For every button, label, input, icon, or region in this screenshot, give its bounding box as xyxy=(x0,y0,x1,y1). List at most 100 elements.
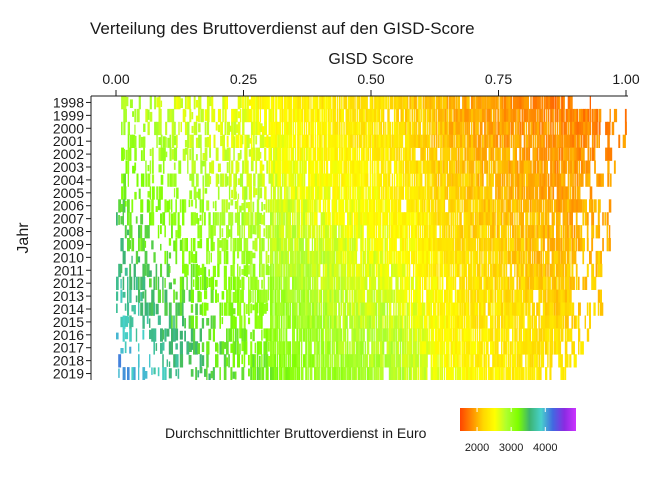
heatmap-cell xyxy=(529,354,532,368)
heatmap-cell xyxy=(195,367,198,380)
heatmap-cell xyxy=(459,186,463,200)
heatmap-cell xyxy=(373,341,376,355)
heatmap-cell xyxy=(215,147,219,161)
heatmap-cell xyxy=(496,367,500,380)
heatmap-cell xyxy=(380,302,383,316)
heatmap-cell xyxy=(296,289,299,303)
heatmap-cell xyxy=(419,212,422,226)
heatmap-cell xyxy=(259,367,261,380)
heatmap-cell xyxy=(530,160,532,174)
heatmap-cell xyxy=(529,289,533,303)
heatmap-cell xyxy=(208,250,210,265)
heatmap-cell xyxy=(239,238,242,252)
heatmap-cell xyxy=(330,147,334,161)
heatmap-cell xyxy=(572,121,576,136)
heatmap-cell xyxy=(470,134,474,148)
heatmap-cell xyxy=(356,96,360,110)
heatmap-cell xyxy=(580,121,584,136)
heatmap-cell xyxy=(288,160,291,174)
heatmap-cell xyxy=(430,315,434,329)
heatmap-cell xyxy=(347,302,350,316)
heatmap-cell xyxy=(470,238,474,252)
heatmap-cell xyxy=(413,225,417,239)
heatmap-cell xyxy=(517,108,520,123)
heatmap-cell xyxy=(331,354,334,368)
heatmap-cell xyxy=(498,315,501,329)
heatmap-cell xyxy=(512,276,515,290)
heatmap-cell xyxy=(430,341,434,355)
heatmap-cell xyxy=(331,341,334,355)
heatmap-cell xyxy=(292,315,295,329)
heatmap-cell xyxy=(325,289,329,303)
heatmap-cell xyxy=(404,225,408,239)
heatmap-cell xyxy=(382,212,386,226)
heatmap-cell xyxy=(408,328,412,342)
heatmap-cell xyxy=(166,359,168,367)
heatmap-cell xyxy=(325,263,328,278)
heatmap-cell xyxy=(199,304,203,315)
heatmap-cell xyxy=(343,121,345,136)
heatmap-cell xyxy=(380,173,383,187)
heatmap-cell xyxy=(223,367,227,380)
heatmap-cell xyxy=(340,302,342,316)
heatmap-cell xyxy=(285,289,288,303)
heatmap-cell xyxy=(594,160,596,174)
heatmap-cell xyxy=(413,134,417,148)
heatmap-cell xyxy=(351,263,354,278)
heatmap-cell xyxy=(230,276,232,290)
y-tick-label: 2017 xyxy=(53,340,84,356)
heatmap-cell xyxy=(470,199,472,213)
heatmap-cell xyxy=(396,108,399,123)
heatmap-cell xyxy=(558,225,560,239)
heatmap-cell xyxy=(481,147,485,161)
heatmap-cell xyxy=(362,225,364,239)
heatmap-cell xyxy=(476,212,479,226)
heatmap-cell xyxy=(279,160,282,174)
heatmap-cell xyxy=(573,276,575,290)
heatmap-cell xyxy=(391,96,394,110)
heatmap-cell xyxy=(281,173,284,187)
heatmap-cell xyxy=(333,250,336,265)
heatmap-cell xyxy=(441,199,445,213)
heatmap-cell xyxy=(450,354,452,368)
heatmap-cell xyxy=(446,328,449,342)
heatmap-cell xyxy=(191,125,194,134)
heatmap-cell xyxy=(404,96,408,110)
heatmap-cell xyxy=(374,147,377,161)
heatmap-cell xyxy=(375,289,379,303)
heatmap-cell xyxy=(285,199,289,213)
heatmap-cell xyxy=(503,225,507,239)
heatmap-cell xyxy=(415,160,419,174)
heatmap-cell xyxy=(567,121,570,136)
heatmap-cell xyxy=(450,289,453,303)
heatmap-cell xyxy=(420,108,422,123)
heatmap-cell xyxy=(140,199,144,213)
heatmap-cell xyxy=(297,173,301,187)
heatmap-cell xyxy=(411,108,414,123)
heatmap-cell xyxy=(388,328,392,342)
heatmap-cell xyxy=(517,134,520,148)
heatmap-cell xyxy=(347,186,350,200)
heatmap-cell xyxy=(501,250,503,265)
heatmap-cell xyxy=(345,186,348,200)
heatmap-cell xyxy=(553,263,556,278)
heatmap-cell xyxy=(376,147,379,161)
heatmap-cell xyxy=(430,302,432,316)
heatmap-cell xyxy=(223,342,227,349)
heatmap-cell xyxy=(508,147,511,161)
heatmap-cell xyxy=(189,134,193,148)
heatmap-cell xyxy=(419,250,423,265)
heatmap-cell xyxy=(272,341,275,355)
heatmap-cell xyxy=(358,276,361,290)
heatmap-cell xyxy=(428,199,430,213)
heatmap-cell xyxy=(296,276,299,290)
heatmap-cell xyxy=(399,328,402,342)
heatmap-cell xyxy=(285,302,288,316)
heatmap-cell xyxy=(464,108,468,123)
heatmap-cell xyxy=(358,302,360,316)
heatmap-cell xyxy=(512,199,515,213)
heatmap-cell xyxy=(453,173,457,187)
heatmap-cell xyxy=(421,212,426,226)
heatmap-cell xyxy=(499,147,501,161)
heatmap-cell xyxy=(397,315,400,329)
